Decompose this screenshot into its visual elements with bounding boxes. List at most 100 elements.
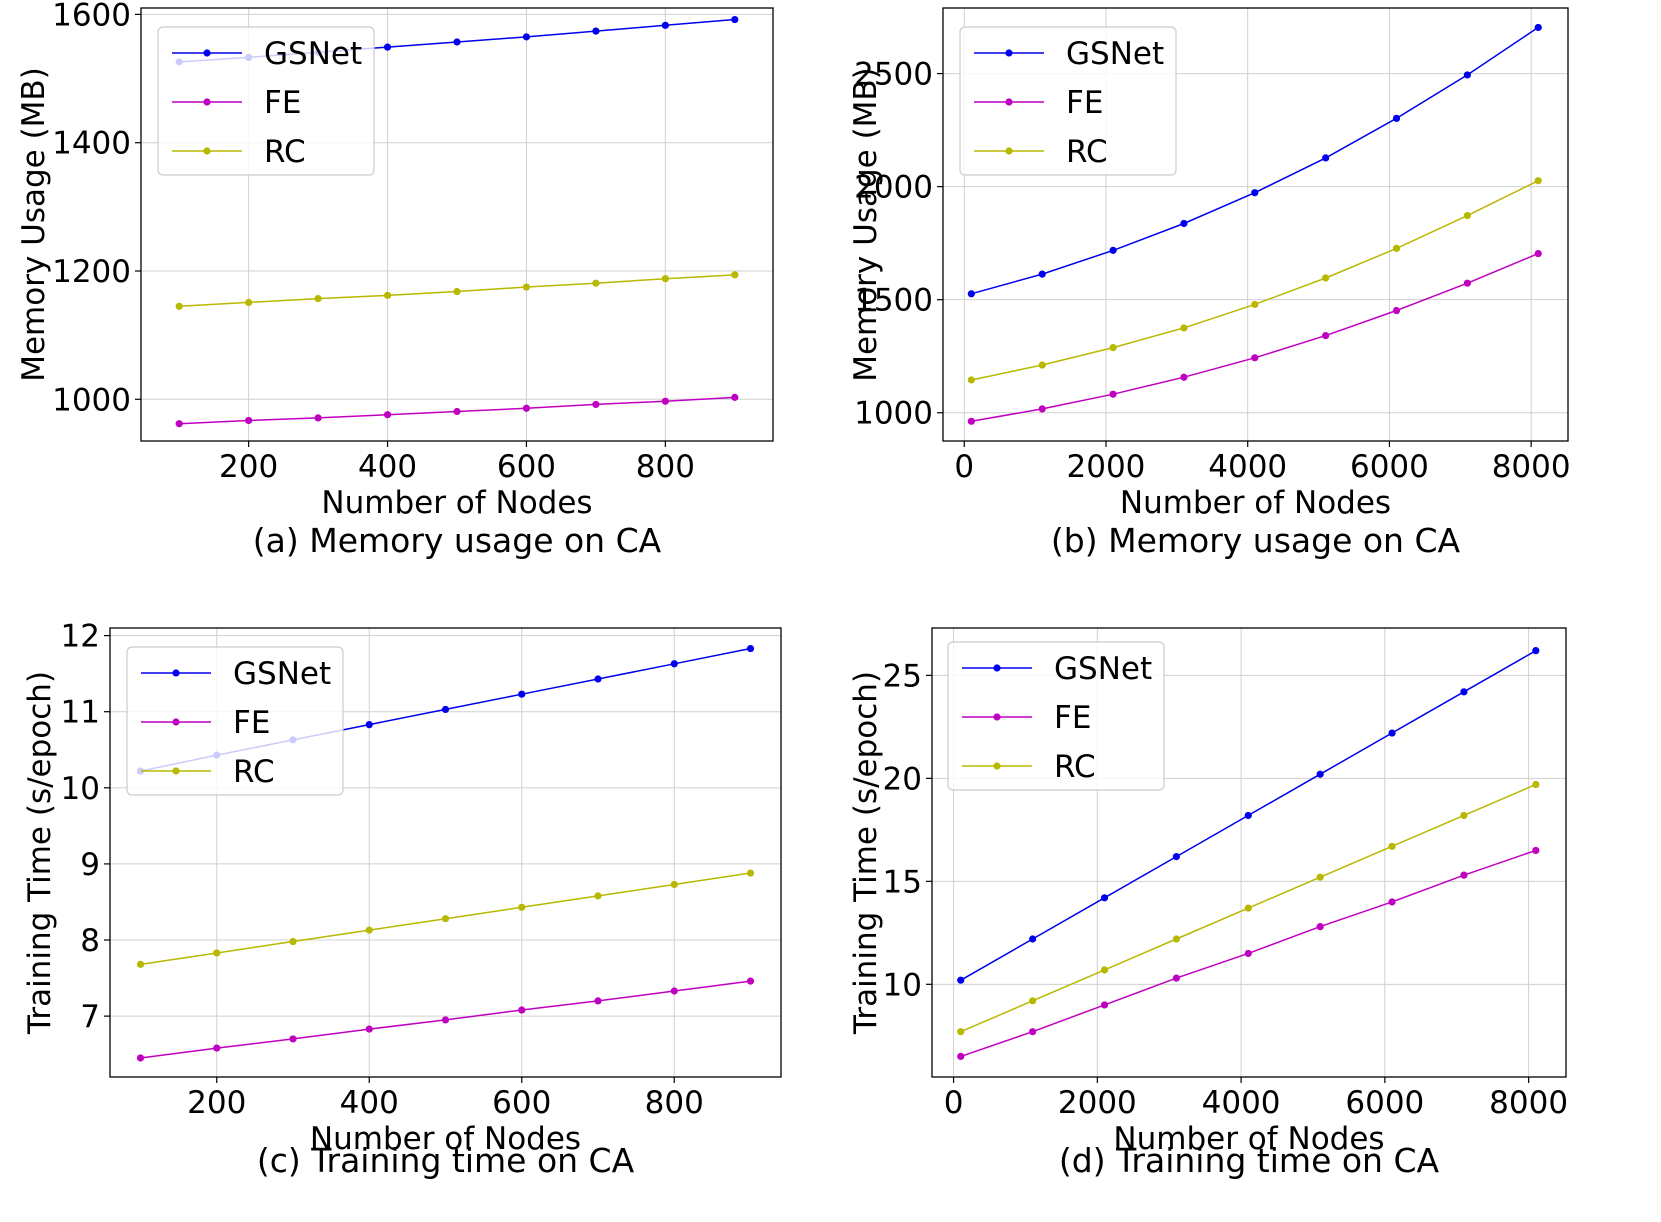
x-tick-label: 0 (954, 449, 974, 485)
data-point-fe (1038, 405, 1046, 413)
x-tick-label: 4000 (1208, 449, 1287, 485)
legend-label-rc: RC (1054, 749, 1096, 785)
y-tick-label: 1500 (854, 283, 933, 319)
data-point-rc (661, 275, 669, 283)
y-tick-label: 2500 (854, 57, 933, 93)
data-point-fe (1251, 354, 1259, 362)
data-point-rc (1172, 935, 1180, 943)
data-point-rc (1322, 274, 1330, 282)
data-point-fe (594, 997, 602, 1005)
legend-label-fe: FE (1054, 700, 1091, 736)
data-point-rc (1029, 997, 1037, 1005)
x-tick-label: 400 (358, 449, 417, 485)
plot-frame (931, 627, 1567, 1078)
legend-marker-gsnet (1005, 49, 1013, 57)
data-point-rc (175, 302, 183, 310)
legend-label-rc: RC (264, 134, 306, 170)
legend-marker-gsnet (172, 669, 180, 677)
data-point-gsnet (365, 721, 373, 729)
y-tick-label: 7 (80, 999, 100, 1035)
data-point-rc (670, 880, 678, 889)
legend-label-gsnet: GSNet (1054, 651, 1152, 687)
y-tick-label: 12 (61, 619, 100, 655)
data-point-gsnet (1029, 935, 1037, 943)
legend: GSNet FE RC (157, 26, 375, 176)
data-point-fe (1244, 949, 1252, 958)
legend-marker-gsnet (203, 49, 211, 57)
data-point-fe (1534, 249, 1542, 258)
x-axis-label: Number of Nodes (1113, 1121, 1384, 1157)
data-point-rc (314, 294, 322, 303)
x-tick-label: 600 (492, 1085, 551, 1121)
data-point-fe (441, 1016, 450, 1024)
legend-marker-gsnet (993, 664, 1001, 672)
y-tick-label: 10 (883, 967, 922, 1003)
data-point-fe (365, 1025, 373, 1033)
legend-marker-fe (1005, 98, 1013, 106)
chart-caption: (b) Memory usage on CA (1051, 521, 1461, 560)
x-tick-label: 400 (340, 1085, 399, 1121)
data-point-gsnet (1109, 246, 1117, 254)
legend-box (126, 646, 344, 796)
x-tick-label: 800 (645, 1085, 704, 1121)
data-point-gsnet (1172, 853, 1180, 861)
legend-box (947, 641, 1165, 791)
x-tick-label: 2000 (1058, 1085, 1137, 1121)
data-point-rc (957, 1028, 965, 1036)
x-tick-label: 6000 (1350, 449, 1429, 485)
x-tick-label: 800 (636, 449, 695, 485)
data-point-rc (441, 915, 450, 923)
chart-panel-1: 200 400 600 800 1000 1200 1400 1600 Number of No… (16, 0, 774, 560)
data-point-fe (383, 411, 392, 419)
data-point-rc (1460, 811, 1468, 820)
data-point-gsnet (522, 33, 531, 41)
data-point-fe (1029, 1028, 1037, 1036)
data-point-fe (1532, 846, 1540, 855)
data-point-gsnet (731, 15, 739, 24)
data-point-rc (289, 937, 297, 946)
x-axis-label: Number of Nodes (321, 485, 592, 521)
legend-label-fe: FE (264, 85, 301, 121)
y-tick-label: 8 (80, 923, 100, 959)
data-point-gsnet (518, 690, 526, 698)
y-tick-label: 1000 (854, 396, 933, 432)
data-point-rc (1038, 361, 1046, 369)
chart-caption: (c) Training time on CA (257, 1141, 635, 1180)
legend: GSNet FE RC (959, 26, 1177, 176)
data-point-rc (1316, 873, 1324, 881)
data-point-rc (136, 960, 145, 968)
data-point-fe (957, 1052, 965, 1061)
legend-marker-fe (172, 718, 180, 726)
x-tick-label: 200 (219, 449, 278, 485)
data-point-fe (453, 407, 461, 416)
x-tick-label: 200 (187, 1085, 246, 1121)
data-point-gsnet (661, 21, 669, 29)
y-axis-label: Training Time (s/epoch) (848, 671, 884, 1035)
data-point-gsnet (1463, 71, 1471, 79)
x-tick-label: 8000 (1492, 449, 1571, 485)
data-point-gsnet (746, 644, 755, 653)
x-tick-label: 8000 (1489, 1085, 1568, 1121)
data-point-fe (1316, 923, 1324, 931)
data-point-fe (136, 1054, 145, 1062)
series-line-rc (971, 180, 1539, 381)
y-axis-label: Memory Usage (MB) (16, 67, 52, 382)
y-tick-label: 10 (61, 771, 100, 807)
x-axis-label: Number of Nodes (310, 1121, 581, 1157)
data-point-rc (365, 926, 373, 934)
data-point-fe (670, 987, 678, 995)
data-point-rc (1532, 780, 1540, 789)
plot-frame (942, 7, 1569, 442)
x-tick-label: 4000 (1202, 1085, 1281, 1121)
legend-label-rc: RC (1066, 134, 1108, 170)
chart-panel-2: 0 2000 4000 6000 8000 1000 1500 2000 2500 Number … (848, 7, 1571, 560)
data-point-fe (1388, 898, 1396, 906)
y-tick-label: 25 (883, 658, 922, 694)
chart-panel-4: 0 2000 4000 6000 8000 10 15 20 25 Number of Nodes… (848, 627, 1568, 1180)
data-point-fe (245, 416, 253, 425)
data-point-rc (1392, 244, 1401, 252)
data-point-fe (1109, 390, 1117, 398)
data-point-rc (592, 279, 600, 287)
data-point-fe (592, 400, 600, 409)
data-point-rc (1100, 966, 1109, 974)
